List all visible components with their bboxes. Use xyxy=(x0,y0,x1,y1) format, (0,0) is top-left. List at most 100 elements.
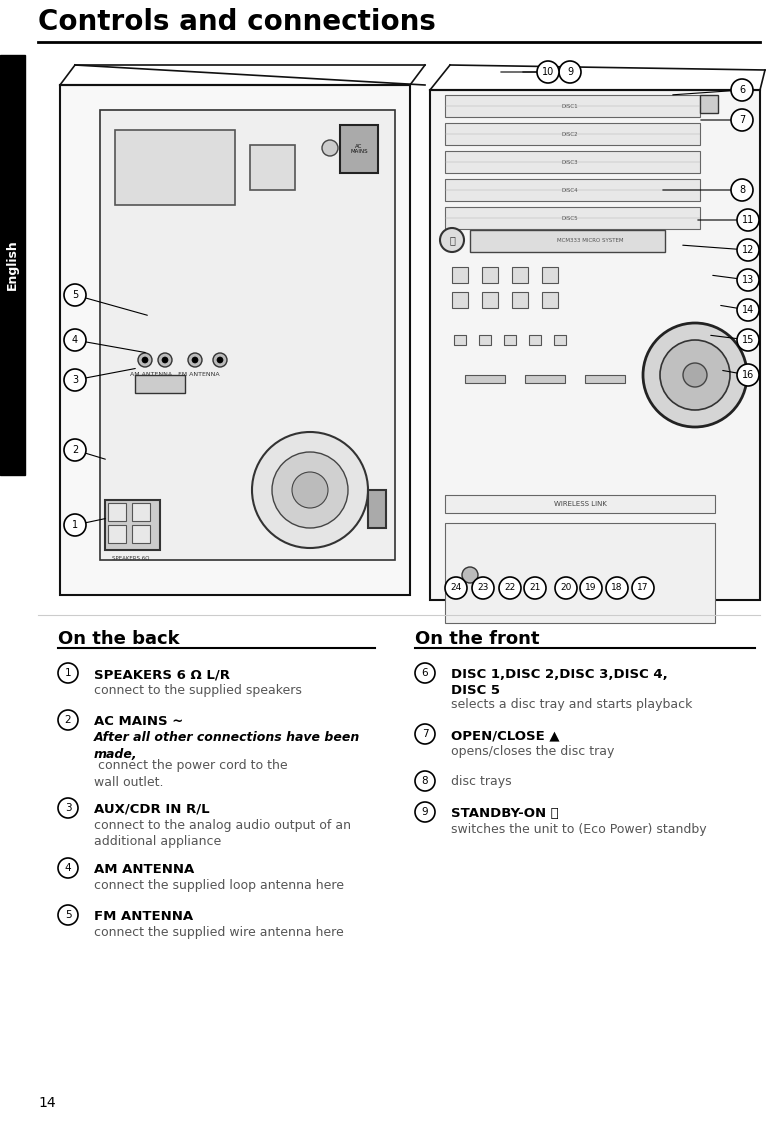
Text: AC
MAINS: AC MAINS xyxy=(350,144,368,154)
Text: FM ANTENNA: FM ANTENNA xyxy=(94,910,193,922)
Text: 6: 6 xyxy=(739,86,745,94)
Text: 11: 11 xyxy=(742,215,754,225)
Circle shape xyxy=(322,140,338,156)
Text: SPEAKERS 6 Ω L/R: SPEAKERS 6 Ω L/R xyxy=(94,668,230,681)
Bar xyxy=(445,207,700,230)
Bar xyxy=(0,55,25,475)
Circle shape xyxy=(252,432,368,548)
Text: 9: 9 xyxy=(567,68,573,76)
Bar xyxy=(470,229,665,252)
Text: 3: 3 xyxy=(64,803,71,813)
Circle shape xyxy=(64,439,86,461)
Bar xyxy=(479,335,491,345)
Text: connect the supplied wire antenna here: connect the supplied wire antenna here xyxy=(94,926,343,939)
Text: Controls and connections: Controls and connections xyxy=(38,8,436,36)
Text: After all other connections have been
made,: After all other connections have been ma… xyxy=(94,731,361,760)
Circle shape xyxy=(524,577,546,598)
Text: DISC4: DISC4 xyxy=(562,188,578,192)
Bar xyxy=(430,90,760,600)
Circle shape xyxy=(499,577,521,598)
Text: AM ANTENNA   FM ANTENNA: AM ANTENNA FM ANTENNA xyxy=(131,372,220,378)
Circle shape xyxy=(415,771,435,791)
Text: AUX/CDR IN R/L: AUX/CDR IN R/L xyxy=(94,803,210,816)
Circle shape xyxy=(445,577,467,598)
Bar xyxy=(542,267,558,284)
Circle shape xyxy=(606,577,628,598)
Circle shape xyxy=(737,209,759,231)
Bar xyxy=(105,500,160,550)
Text: 6: 6 xyxy=(422,668,428,678)
Circle shape xyxy=(64,369,86,391)
Text: STANDBY-ON ⏻: STANDBY-ON ⏻ xyxy=(451,807,559,820)
Text: 8: 8 xyxy=(422,776,428,786)
Text: 2: 2 xyxy=(64,716,71,724)
Circle shape xyxy=(737,269,759,291)
Bar xyxy=(512,267,528,284)
Circle shape xyxy=(213,353,227,367)
Text: connect the supplied loop antenna here: connect the supplied loop antenna here xyxy=(94,879,344,892)
Text: 9: 9 xyxy=(422,807,428,817)
Circle shape xyxy=(272,452,348,528)
Circle shape xyxy=(64,328,86,351)
Text: DISC5: DISC5 xyxy=(562,216,578,220)
Text: 5: 5 xyxy=(64,910,71,920)
Bar xyxy=(100,110,395,560)
Text: DISC3: DISC3 xyxy=(562,160,578,164)
Text: DISC2: DISC2 xyxy=(562,132,578,136)
Circle shape xyxy=(64,514,86,536)
Bar xyxy=(700,94,718,112)
Text: 15: 15 xyxy=(742,335,754,345)
Circle shape xyxy=(58,858,78,878)
Bar xyxy=(585,375,625,382)
Text: switches the unit to (Eco Power) standby: switches the unit to (Eco Power) standby xyxy=(451,824,706,836)
Text: 14: 14 xyxy=(38,1096,56,1110)
Bar xyxy=(482,292,498,308)
Circle shape xyxy=(58,904,78,925)
Circle shape xyxy=(580,577,602,598)
Bar xyxy=(504,335,516,345)
Bar xyxy=(465,375,505,382)
Bar xyxy=(135,375,185,393)
Text: 10: 10 xyxy=(542,68,554,76)
Circle shape xyxy=(731,179,753,201)
Text: MCM333 MICRO SYSTEM: MCM333 MICRO SYSTEM xyxy=(557,237,623,243)
Text: DISC1: DISC1 xyxy=(562,104,578,108)
Text: 5: 5 xyxy=(72,290,78,300)
Text: DISC 1,DISC 2,DISC 3,DISC 4,
DISC 5: DISC 1,DISC 2,DISC 3,DISC 4, DISC 5 xyxy=(451,668,667,698)
Circle shape xyxy=(643,323,747,428)
Bar xyxy=(554,335,566,345)
Circle shape xyxy=(158,353,172,367)
Circle shape xyxy=(292,472,328,508)
Text: 7: 7 xyxy=(422,729,428,739)
Text: 7: 7 xyxy=(739,115,745,125)
Text: 21: 21 xyxy=(529,584,541,593)
Text: 17: 17 xyxy=(637,584,649,593)
Circle shape xyxy=(58,798,78,818)
Bar xyxy=(368,490,386,528)
Bar xyxy=(445,523,715,623)
Circle shape xyxy=(192,357,198,363)
Text: selects a disc tray and starts playback: selects a disc tray and starts playback xyxy=(451,698,692,711)
Text: ⏻: ⏻ xyxy=(449,235,455,245)
Circle shape xyxy=(660,340,730,410)
Circle shape xyxy=(731,79,753,101)
Circle shape xyxy=(559,61,581,83)
Text: connect the power cord to the
wall outlet.: connect the power cord to the wall outle… xyxy=(94,759,287,789)
Circle shape xyxy=(188,353,202,367)
Bar xyxy=(529,335,541,345)
Bar xyxy=(445,495,715,513)
Circle shape xyxy=(737,299,759,321)
Text: WIRELESS LINK: WIRELESS LINK xyxy=(553,501,606,507)
Text: On the back: On the back xyxy=(58,630,179,648)
Text: AC MAINS ~: AC MAINS ~ xyxy=(94,716,183,728)
Text: 2: 2 xyxy=(72,446,78,454)
Bar xyxy=(132,525,150,543)
Text: 23: 23 xyxy=(477,584,489,593)
Circle shape xyxy=(462,567,478,583)
Bar xyxy=(445,123,700,145)
Bar xyxy=(445,179,700,201)
Text: 4: 4 xyxy=(72,335,78,345)
Circle shape xyxy=(58,663,78,683)
Text: 13: 13 xyxy=(742,274,754,285)
Circle shape xyxy=(737,364,759,386)
